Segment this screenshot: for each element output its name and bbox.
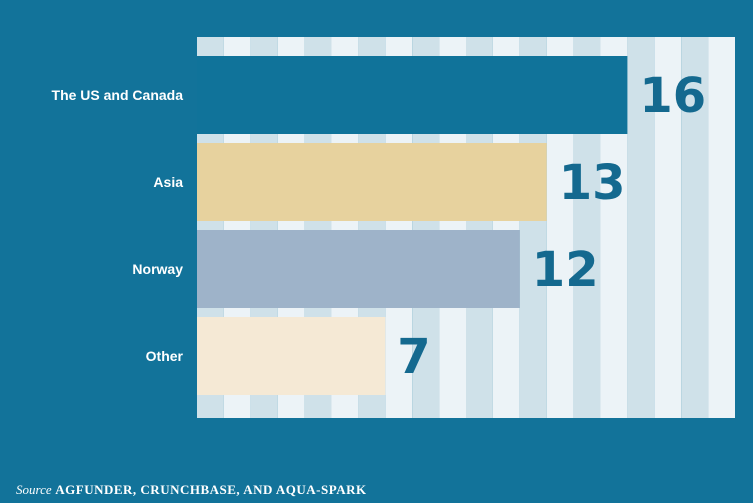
bar [197, 230, 520, 308]
value-label: 13 [559, 155, 626, 211]
category-label: Norway [132, 261, 183, 277]
category-label: Asia [153, 174, 183, 190]
value-label: 16 [639, 68, 706, 124]
grid-stripe [708, 37, 735, 418]
source-text: AGFUNDER, CRUNCHBASE, AND AQUA-SPARK [55, 482, 367, 497]
value-label: 7 [397, 329, 430, 385]
grid-stripe [654, 37, 682, 418]
category-label: Other [146, 348, 184, 364]
source-note: Source AGFUNDER, CRUNCHBASE, AND AQUA-SP… [16, 482, 367, 498]
grid-stripe [627, 37, 655, 418]
bar [197, 143, 547, 221]
source-prefix: Source [16, 482, 52, 497]
category-label: The US and Canada [52, 87, 184, 103]
grid-stripe [681, 37, 709, 418]
bar [197, 317, 386, 395]
bar [197, 56, 628, 134]
value-label: 12 [532, 242, 599, 298]
